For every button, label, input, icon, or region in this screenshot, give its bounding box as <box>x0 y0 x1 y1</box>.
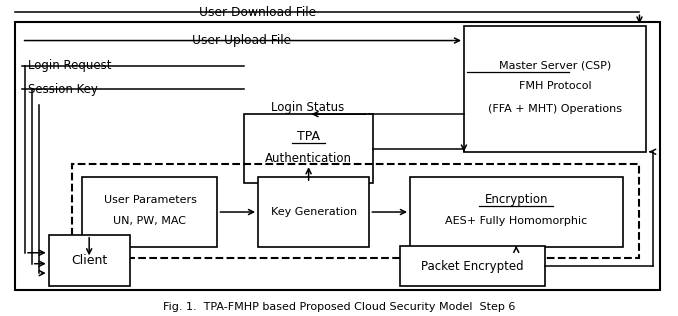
Text: Master Server (CSP): Master Server (CSP) <box>499 61 611 70</box>
Bar <box>83 177 218 247</box>
Text: (FFA + MHT) Operations: (FFA + MHT) Operations <box>488 105 622 114</box>
Text: Authentication: Authentication <box>265 151 352 165</box>
Text: Packet Encrypted: Packet Encrypted <box>421 259 523 273</box>
Bar <box>258 177 370 247</box>
Text: Client: Client <box>71 254 107 267</box>
Text: User Parameters: User Parameters <box>104 195 197 204</box>
Text: Session Key: Session Key <box>28 82 98 96</box>
Text: User Upload File: User Upload File <box>191 34 291 47</box>
Bar <box>49 235 129 286</box>
Bar <box>410 177 622 247</box>
Text: FMH Protocol: FMH Protocol <box>519 81 591 91</box>
Bar <box>464 27 646 152</box>
Bar <box>245 114 373 183</box>
Text: Key Generation: Key Generation <box>271 207 357 217</box>
Bar <box>400 246 545 286</box>
Text: Encryption: Encryption <box>485 193 548 206</box>
Text: Login Status: Login Status <box>271 101 344 114</box>
Bar <box>15 22 660 289</box>
Text: Fig. 1.  TPA-FMHP based Proposed Cloud Security Model  Step 6: Fig. 1. TPA-FMHP based Proposed Cloud Se… <box>163 302 515 312</box>
Bar <box>73 164 639 258</box>
Text: TPA: TPA <box>297 130 320 143</box>
Text: AES+ Fully Homomorphic: AES+ Fully Homomorphic <box>445 216 587 227</box>
Text: User Download File: User Download File <box>199 6 317 19</box>
Text: Login Request: Login Request <box>28 59 112 72</box>
Text: UN, PW, MAC: UN, PW, MAC <box>113 216 186 227</box>
